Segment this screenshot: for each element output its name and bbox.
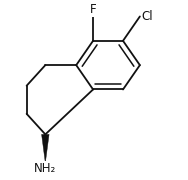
Polygon shape [42, 134, 49, 161]
Text: NH₂: NH₂ [34, 161, 56, 175]
Text: F: F [90, 3, 96, 17]
Text: NH₂: NH₂ [34, 161, 56, 175]
Text: Cl: Cl [142, 10, 153, 23]
Text: Cl: Cl [142, 10, 153, 23]
Text: F: F [90, 3, 96, 17]
